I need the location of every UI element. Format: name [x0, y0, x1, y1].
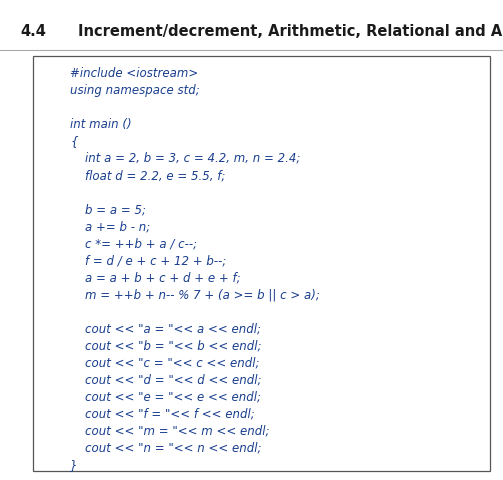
Text: c *= ++b + a / c--;: c *= ++b + a / c--; — [70, 237, 198, 250]
Text: cout << "b = "<< b << endl;: cout << "b = "<< b << endl; — [70, 340, 262, 353]
Text: a = a + b + c + d + e + f;: a = a + b + c + d + e + f; — [70, 271, 241, 285]
Text: cout << "c = "<< c << endl;: cout << "c = "<< c << endl; — [70, 357, 260, 370]
Text: }: } — [70, 459, 78, 472]
Text: int main (): int main () — [70, 118, 132, 131]
Text: using namespace std;: using namespace std; — [70, 84, 200, 97]
Text: cout << "n = "<< n << endl;: cout << "n = "<< n << endl; — [70, 442, 262, 455]
Text: int a = 2, b = 3, c = 4.2, m, n = 2.4;: int a = 2, b = 3, c = 4.2, m, n = 2.4; — [70, 152, 301, 165]
Text: 4.4: 4.4 — [20, 24, 46, 39]
Text: b = a = 5;: b = a = 5; — [70, 203, 146, 216]
Text: cout << "a = "<< a << endl;: cout << "a = "<< a << endl; — [70, 323, 262, 336]
Text: float d = 2.2, e = 5.5, f;: float d = 2.2, e = 5.5, f; — [70, 169, 226, 182]
Text: cout << "e = "<< e << endl;: cout << "e = "<< e << endl; — [70, 391, 262, 404]
Text: f = d / e + c + 12 + b--;: f = d / e + c + 12 + b--; — [70, 254, 227, 267]
Bar — [33, 56, 490, 471]
Text: Increment/decrement, Arithmetic, Relational and Assigment Operators: Increment/decrement, Arithmetic, Relatio… — [78, 24, 503, 39]
Text: a += b - n;: a += b - n; — [70, 220, 151, 233]
Text: cout << "m = "<< m << endl;: cout << "m = "<< m << endl; — [70, 425, 270, 438]
Text: {: { — [70, 135, 78, 148]
Text: #include <iostream>: #include <iostream> — [70, 67, 199, 80]
Text: m = ++b + n-- % 7 + (a >= b || c > a);: m = ++b + n-- % 7 + (a >= b || c > a); — [70, 288, 320, 301]
Text: cout << "d = "<< d << endl;: cout << "d = "<< d << endl; — [70, 374, 262, 387]
Text: cout << "f = "<< f << endl;: cout << "f = "<< f << endl; — [70, 408, 255, 421]
